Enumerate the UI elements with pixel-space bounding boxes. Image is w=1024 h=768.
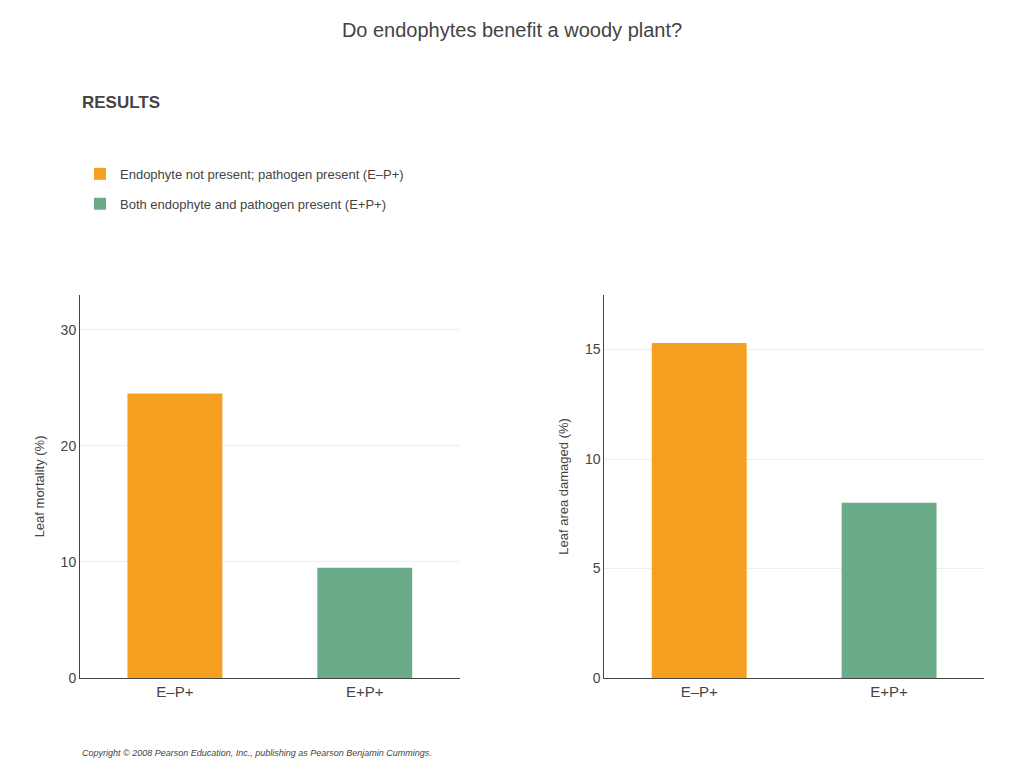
svg-text:0: 0 <box>593 670 601 686</box>
svg-text:10: 10 <box>585 451 601 467</box>
svg-text:E–P+: E–P+ <box>156 683 193 700</box>
svg-text:Leaf mortality (%): Leaf mortality (%) <box>32 435 47 537</box>
svg-text:10: 10 <box>61 554 77 570</box>
svg-text:15: 15 <box>585 341 601 357</box>
svg-text:RESULTS: RESULTS <box>82 93 160 112</box>
svg-text:5: 5 <box>593 560 601 576</box>
svg-text:Copyright © 2008 Pearson Educa: Copyright © 2008 Pearson Education, Inc.… <box>82 748 432 758</box>
svg-text:30: 30 <box>61 322 77 338</box>
svg-text:E+P+: E+P+ <box>870 683 908 700</box>
svg-text:20: 20 <box>61 438 77 454</box>
svg-text:E–P+: E–P+ <box>681 683 718 700</box>
svg-text:Do endophytes benefit a woody: Do endophytes benefit a woody plant? <box>342 19 682 41</box>
svg-text:0: 0 <box>68 670 76 686</box>
svg-text:Endophyte not present; pathoge: Endophyte not present; pathogen present … <box>120 167 404 182</box>
svg-text:Leaf area damaged (%): Leaf area damaged (%) <box>556 418 571 555</box>
svg-text:E+P+: E+P+ <box>346 683 384 700</box>
svg-text:Both endophyte and pathogen pr: Both endophyte and pathogen present (E+P… <box>120 197 386 212</box>
